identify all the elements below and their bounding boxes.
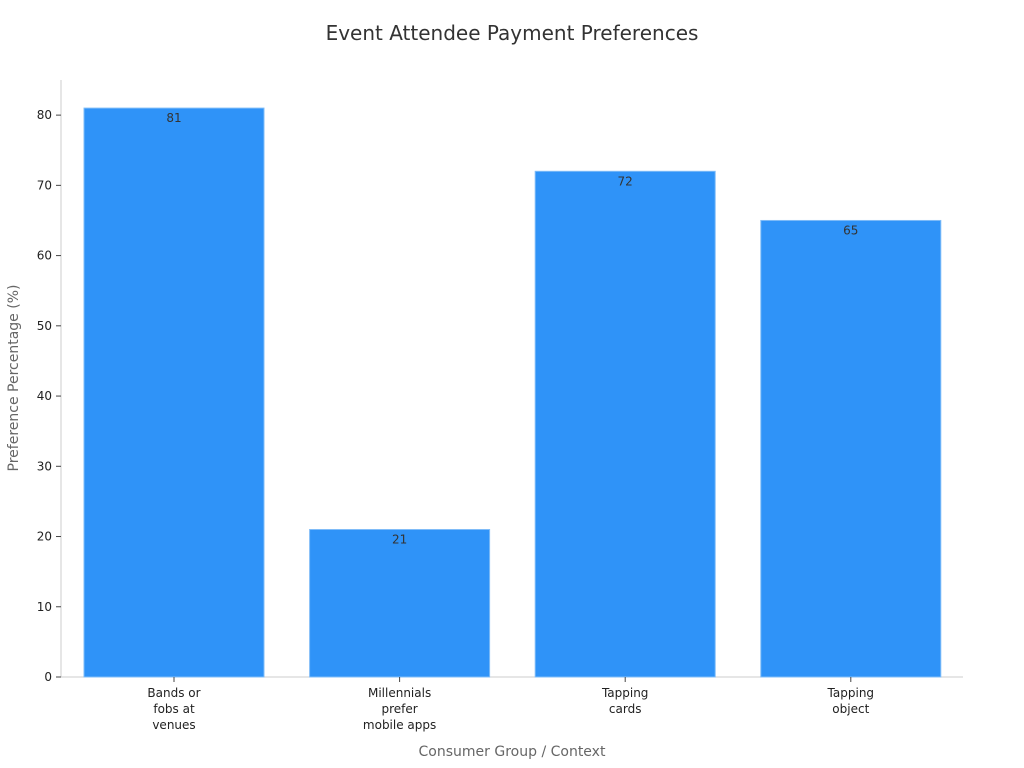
bar xyxy=(534,170,716,678)
x-tick-label: Tapping cards xyxy=(601,686,649,716)
bar-value-label: 72 xyxy=(618,174,633,188)
y-tick-label: 70 xyxy=(37,178,52,192)
y-tick-label: 40 xyxy=(37,389,52,403)
y-tick-label: 20 xyxy=(37,530,52,544)
y-tick-label: 30 xyxy=(37,459,52,473)
x-axis-label: Consumer Group / Context xyxy=(419,744,606,760)
bar xyxy=(83,107,265,678)
x-tick-label: Tapping object xyxy=(827,686,875,716)
bar xyxy=(309,529,491,678)
bar-value-label: 21 xyxy=(392,533,407,547)
plot-area: 0 10 20 30 40 50 60 70 80 81 Bands or fobs at venues… xyxy=(37,80,963,732)
y-axis-label: Preference Percentage (%) xyxy=(6,285,22,472)
x-tick-label: Bands or fobs at venues xyxy=(147,686,200,732)
y-tick-label: 50 xyxy=(37,319,52,333)
y-tick-label: 0 xyxy=(44,670,52,684)
chart-title: Event Attendee Payment Preferences xyxy=(326,21,699,45)
bar-value-label: 81 xyxy=(166,111,181,125)
y-tick-label: 80 xyxy=(37,108,52,122)
bar xyxy=(760,219,942,678)
y-tick-label: 10 xyxy=(37,600,52,614)
x-tick-label: Millennials prefer mobile apps xyxy=(363,686,436,732)
y-tick-label: 60 xyxy=(37,249,52,263)
bar-value-label: 65 xyxy=(843,223,858,237)
